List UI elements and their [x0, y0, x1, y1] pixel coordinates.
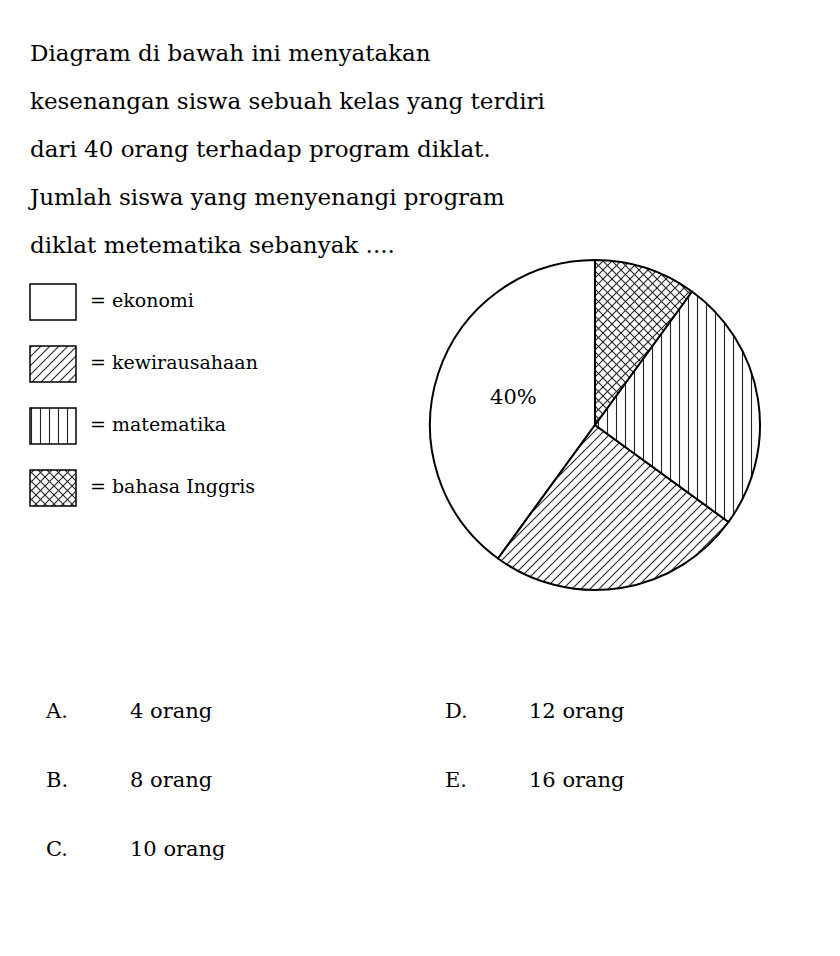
answer-letter: B.: [46, 768, 68, 792]
pie: [430, 260, 760, 590]
title: Diagram di bawah ini menyatakan kesenanga…: [28, 40, 545, 258]
answer-text: 16 orang: [529, 768, 625, 792]
legend-label: = kewirausahaan: [90, 351, 258, 373]
answer-text: 12 orang: [529, 699, 625, 723]
data-label: 40%: [490, 385, 537, 409]
answer-letter: E.: [445, 768, 467, 792]
answer-letter: D.: [445, 699, 468, 723]
chart: Diagram di bawah ini menyatakan kesenanga…: [0, 0, 840, 956]
legend-swatch: [30, 284, 76, 320]
background: [0, 0, 840, 956]
answer-text: 10 orang: [130, 837, 226, 861]
legend-label: = bahasa Inggris: [90, 475, 255, 497]
answer-text: 8 orang: [130, 768, 212, 792]
title-line: Jumlah siswa yang menyenangi program: [28, 184, 505, 210]
pie-labels: 40%: [490, 385, 537, 409]
title-line: Diagram di bawah ini menyatakan: [30, 40, 431, 66]
legend-swatch: [30, 408, 76, 444]
legend-swatch: [30, 346, 76, 382]
answer-letter: C.: [46, 837, 68, 861]
pie-slice: [595, 260, 692, 425]
title-line: diklat metematika sebanyak ....: [30, 232, 395, 258]
legend-label: = ekonomi: [90, 289, 194, 311]
legend-swatch: [30, 470, 76, 506]
answer-text: 4 orang: [130, 699, 212, 723]
legend: = ekonomi = kewirausahaan = matematika = ba…: [30, 284, 258, 506]
answers: A. 4 orang B. 8 orang C. 10 orang D. 12 orang E.…: [45, 699, 625, 861]
answer-letter: A.: [45, 699, 68, 723]
legend-label: = matematika: [90, 413, 226, 435]
title-line: dari 40 orang terhadap program diklat.: [30, 136, 491, 162]
title-line: kesenangan siswa sebuah kelas yang terdi…: [30, 88, 545, 114]
